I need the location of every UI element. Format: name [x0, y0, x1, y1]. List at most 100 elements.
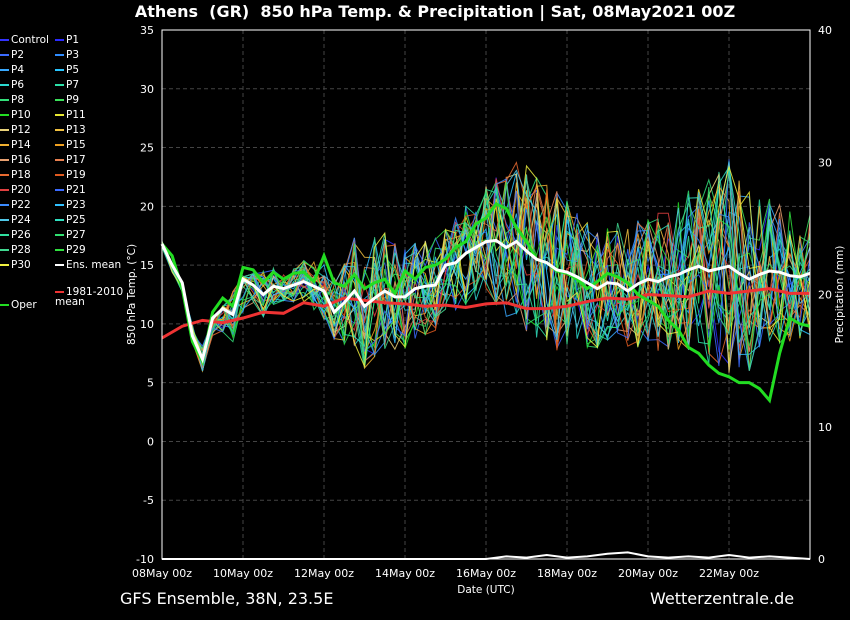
legend-swatch	[0, 69, 9, 71]
legend-swatch	[55, 54, 64, 56]
legend-item: P28	[0, 244, 31, 256]
legend-item: P11	[55, 109, 86, 121]
legend-item: P5	[55, 64, 79, 76]
y-tick-label: 20	[140, 200, 154, 213]
x-tick-label: 16May 00z	[456, 567, 516, 580]
legend-label: P6	[11, 79, 25, 91]
legend-label: P20	[11, 184, 31, 196]
legend-label: P8	[11, 94, 25, 106]
member-line	[161, 202, 811, 371]
legend-swatch	[0, 204, 9, 206]
y-axis-label: 850 hPa Temp. (°C)	[126, 244, 138, 345]
legend-label: P16	[11, 154, 31, 166]
footer-brand: Wetterzentrale.de	[650, 589, 795, 608]
legend-item: Control	[0, 34, 49, 46]
legend-item: Oper	[0, 299, 37, 311]
y-tick-label: 10	[140, 318, 154, 331]
legend-swatch	[0, 234, 9, 236]
x-tick-label: 12May 00z	[294, 567, 354, 580]
legend-swatch	[0, 189, 9, 191]
legend-label: P2	[11, 49, 25, 61]
legend-label: P25	[66, 214, 86, 226]
legend-swatch	[55, 39, 64, 41]
legend-item: P18	[0, 169, 31, 181]
legend-label: P27	[66, 229, 86, 241]
legend-item: P25	[55, 214, 86, 226]
y-tick-label: -5	[143, 494, 154, 507]
ens-mean-line	[160, 238, 811, 364]
y2-axis-label: Precipitation (mm)	[834, 246, 846, 344]
member-line	[161, 161, 811, 364]
x-tick-label: 18May 00z	[537, 567, 597, 580]
legend-label: P9	[66, 94, 80, 106]
legend-item: P23	[55, 199, 86, 211]
plot-frame	[161, 29, 811, 560]
legend-swatch	[55, 234, 64, 236]
legend-item: P6	[0, 79, 24, 91]
legend-swatch	[55, 204, 64, 206]
climate-mean-line	[161, 287, 810, 340]
y2-tick-label: 10	[818, 421, 832, 434]
legend-item: P3	[55, 49, 79, 61]
legend-item: P19	[55, 169, 86, 181]
legend-label: P22	[11, 199, 31, 211]
legend-item: Ens. mean	[55, 259, 121, 271]
legend-item: P24	[0, 214, 31, 226]
legend-swatch	[0, 304, 9, 306]
legend-label: Oper	[11, 299, 37, 311]
legend-label: P7	[66, 79, 80, 91]
legend-swatch	[55, 189, 64, 191]
legend-label: P21	[66, 184, 86, 196]
legend-item: P27	[55, 229, 86, 241]
legend-label: P14	[11, 139, 31, 151]
legend-swatch	[55, 264, 64, 266]
legend-item: P7	[55, 79, 79, 91]
legend-label: 1981-2010 mean	[55, 286, 124, 308]
legend-swatch	[0, 219, 9, 221]
x-tick-label: 10May 00z	[213, 567, 273, 580]
legend-item: P22	[0, 199, 31, 211]
legend-label: P1	[66, 34, 80, 46]
legend-item: P30	[0, 259, 31, 271]
legend-label: P18	[11, 169, 31, 181]
legend-swatch	[55, 129, 64, 131]
x-tick-label: 14May 00z	[375, 567, 435, 580]
legend-item: P17	[55, 154, 86, 166]
legend-swatch	[55, 144, 64, 146]
legend-label: P13	[66, 124, 86, 136]
legend-label: P15	[66, 139, 86, 151]
x-tick-label: 22May 00z	[699, 567, 759, 580]
y2-tick-label: 20	[818, 289, 832, 302]
legend-swatch	[55, 174, 64, 176]
legend-swatch	[0, 159, 9, 161]
legend-label: P12	[11, 124, 31, 136]
legend-item: P1	[55, 34, 79, 46]
legend-item: P16	[0, 154, 31, 166]
legend-swatch	[0, 144, 9, 146]
y-tick-label: 35	[140, 24, 154, 37]
legend-swatch	[55, 291, 64, 293]
legend-swatch	[0, 84, 9, 86]
legend-label: P17	[66, 154, 86, 166]
legend-swatch	[55, 219, 64, 221]
legend-label: Control	[11, 34, 49, 46]
legend-swatch	[0, 39, 9, 41]
legend-item: P20	[0, 184, 31, 196]
member-line	[161, 164, 811, 367]
legend-swatch	[55, 159, 64, 161]
x-tick-label: 08May 00z	[132, 567, 192, 580]
legend-swatch	[0, 99, 9, 101]
legend-item: P14	[0, 139, 31, 151]
legend-item: P26	[0, 229, 31, 241]
legend-label: P10	[11, 109, 31, 121]
legend-label: P4	[11, 64, 25, 76]
y-tick-label: 5	[147, 377, 154, 390]
legend-label: P28	[11, 244, 31, 256]
y2-tick-label: 40	[818, 24, 832, 37]
axes: 35 30 25 20 15 10 5 0 -5 -10 40 30 20 10 0 08May 00z 10M…	[126, 24, 846, 596]
legend-item: P8	[0, 94, 24, 106]
y-tick-label: 0	[147, 435, 154, 448]
y2-tick-label: 30	[818, 156, 832, 169]
y-tick-label: 25	[140, 142, 154, 155]
